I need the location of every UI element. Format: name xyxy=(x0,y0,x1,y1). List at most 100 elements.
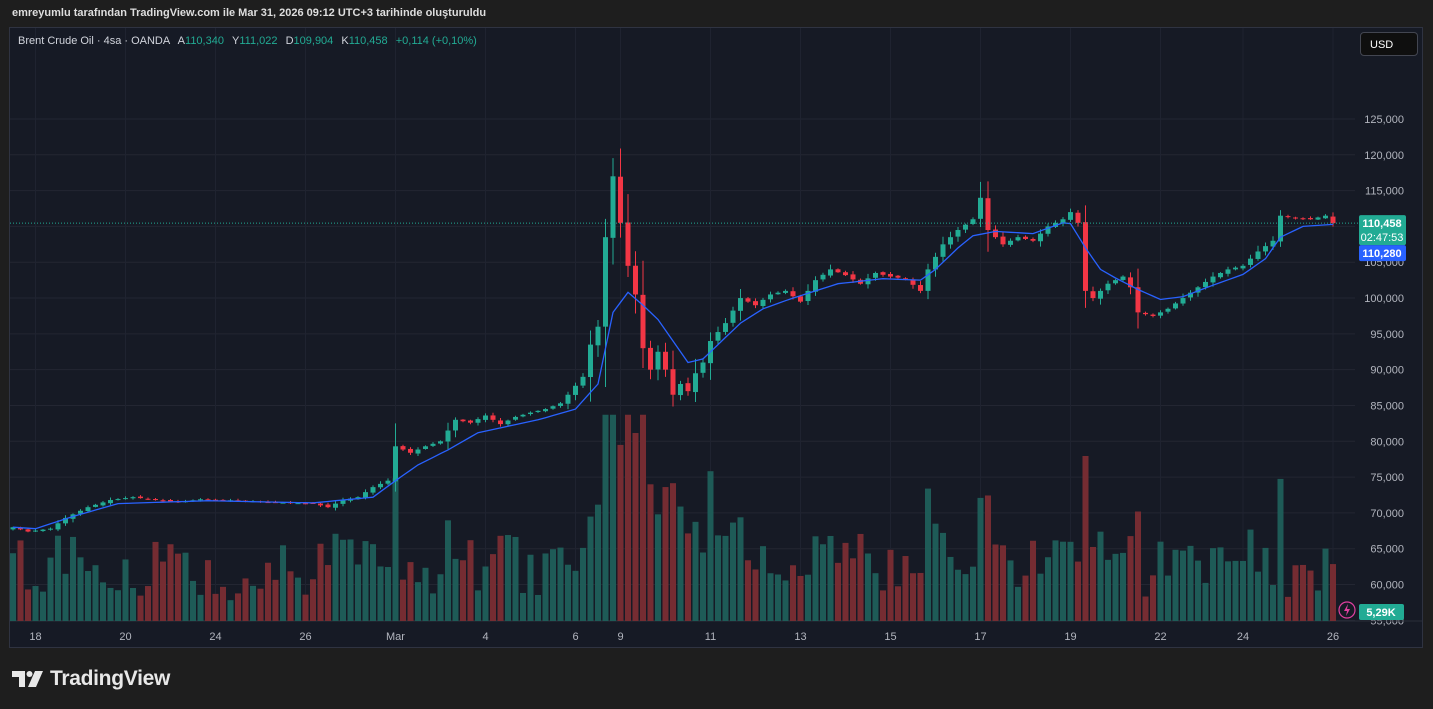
volume-bar xyxy=(535,594,541,621)
chart-area[interactable]: 125,000120,000115,000110,000105,000100,0… xyxy=(9,27,1423,648)
volume-bar xyxy=(452,558,459,621)
volume-bar xyxy=(752,569,759,621)
volume-bar xyxy=(1247,529,1254,621)
candle-body xyxy=(610,176,616,238)
volume-bar xyxy=(1157,541,1164,621)
volume-bar xyxy=(1150,575,1156,621)
candle-body xyxy=(363,492,368,498)
time-axis-label: Mar xyxy=(386,631,405,643)
volume-bar xyxy=(632,433,639,621)
volume-bar xyxy=(407,562,414,621)
volume-bar xyxy=(100,582,106,621)
volume-bar xyxy=(182,552,189,621)
candle-body xyxy=(715,332,721,341)
time-axis-label: 18 xyxy=(29,631,41,643)
time-axis-label: 20 xyxy=(119,631,131,643)
volume-bar xyxy=(1075,561,1081,621)
candle-body xyxy=(33,530,38,532)
candle-body xyxy=(745,298,751,302)
volume-bar xyxy=(115,590,121,621)
candle-body xyxy=(123,498,128,500)
candle-body xyxy=(153,499,158,501)
high-value: 111,022 xyxy=(239,35,278,47)
volume-bar xyxy=(760,546,766,621)
volume-bar xyxy=(77,557,84,621)
candle-body xyxy=(873,272,878,278)
candle-body xyxy=(948,237,953,245)
candle-body xyxy=(730,310,736,323)
low-key: D xyxy=(285,35,294,47)
volume-bar xyxy=(62,573,69,621)
candle-body xyxy=(453,419,458,431)
volume-bar xyxy=(317,543,324,621)
lightning-icon[interactable] xyxy=(1338,601,1356,619)
volume-bar xyxy=(865,553,871,621)
price-axis-label: 115,000 xyxy=(1365,186,1404,198)
volume-bar xyxy=(790,565,796,621)
candle-body xyxy=(1098,290,1103,299)
volume-bar xyxy=(992,544,999,621)
candle-body xyxy=(588,344,593,378)
volume-bar xyxy=(512,536,519,621)
price-axis-label: 75,000 xyxy=(1370,472,1404,484)
candle-body xyxy=(100,502,106,506)
volume-bar xyxy=(820,544,826,621)
volume-bar xyxy=(1037,573,1044,621)
low-value: 109,904 xyxy=(293,35,334,47)
price-chart[interactable]: 125,000120,000115,000110,000105,000100,0… xyxy=(10,28,1423,648)
volume-bar xyxy=(587,516,594,621)
volume-bar xyxy=(887,549,894,621)
candle-body xyxy=(805,290,811,302)
candle-body xyxy=(78,510,83,514)
candle-body xyxy=(970,219,976,224)
candle-body xyxy=(40,529,46,532)
candle-body xyxy=(130,497,136,499)
volume-bar xyxy=(1090,546,1096,621)
tradingview-logo[interactable]: TradingView xyxy=(12,667,170,691)
volume-bar xyxy=(295,577,301,621)
volume-bar xyxy=(1262,547,1269,621)
candle-body xyxy=(1083,222,1088,291)
time-axis-label: 22 xyxy=(1154,631,1166,643)
candle-body xyxy=(1105,283,1111,291)
candle-body xyxy=(1030,239,1036,241)
moving-average-tag-value: 110,280 xyxy=(1362,248,1401,260)
candle-body xyxy=(933,256,938,270)
volume-bar xyxy=(640,414,646,621)
volume-bar xyxy=(17,540,24,621)
volume-bar xyxy=(880,590,886,621)
price-axis-label: 120,000 xyxy=(1364,150,1404,162)
candle-body xyxy=(573,385,578,395)
volume-bar xyxy=(145,586,151,621)
volume-bar xyxy=(242,578,249,621)
candle-body xyxy=(145,498,151,500)
volume-bar xyxy=(355,564,361,621)
volume-bar xyxy=(677,506,684,621)
volume-bar xyxy=(835,562,841,621)
volume-bar xyxy=(812,536,819,621)
volume-bar xyxy=(467,540,474,621)
volume-bar xyxy=(782,580,789,621)
candle-body xyxy=(63,517,68,524)
candle-body xyxy=(295,503,301,505)
volume-bar xyxy=(775,574,781,621)
volume-bar xyxy=(347,539,354,621)
volume-bar xyxy=(152,541,159,621)
candle-body xyxy=(993,229,998,238)
volume-bar xyxy=(932,523,939,621)
volume-bar xyxy=(1097,531,1104,621)
candle-body xyxy=(213,499,218,501)
volume-bar xyxy=(977,497,984,621)
candle-body xyxy=(1135,287,1141,313)
symbol-legend[interactable]: Brent Crude Oil · 4sa · OANDA A110,340 Y… xyxy=(18,35,477,47)
volume-bar xyxy=(617,444,624,621)
candle-body xyxy=(378,483,383,488)
candle-body xyxy=(198,499,203,501)
volume-bar xyxy=(1172,549,1179,621)
symbol-title[interactable]: Brent Crude Oil · 4sa · OANDA xyxy=(18,35,170,47)
candle-body xyxy=(978,197,983,219)
volume-bar xyxy=(250,585,256,621)
candle-body xyxy=(640,294,646,349)
candle-body xyxy=(138,496,143,499)
currency-button[interactable]: USD xyxy=(1360,32,1418,56)
